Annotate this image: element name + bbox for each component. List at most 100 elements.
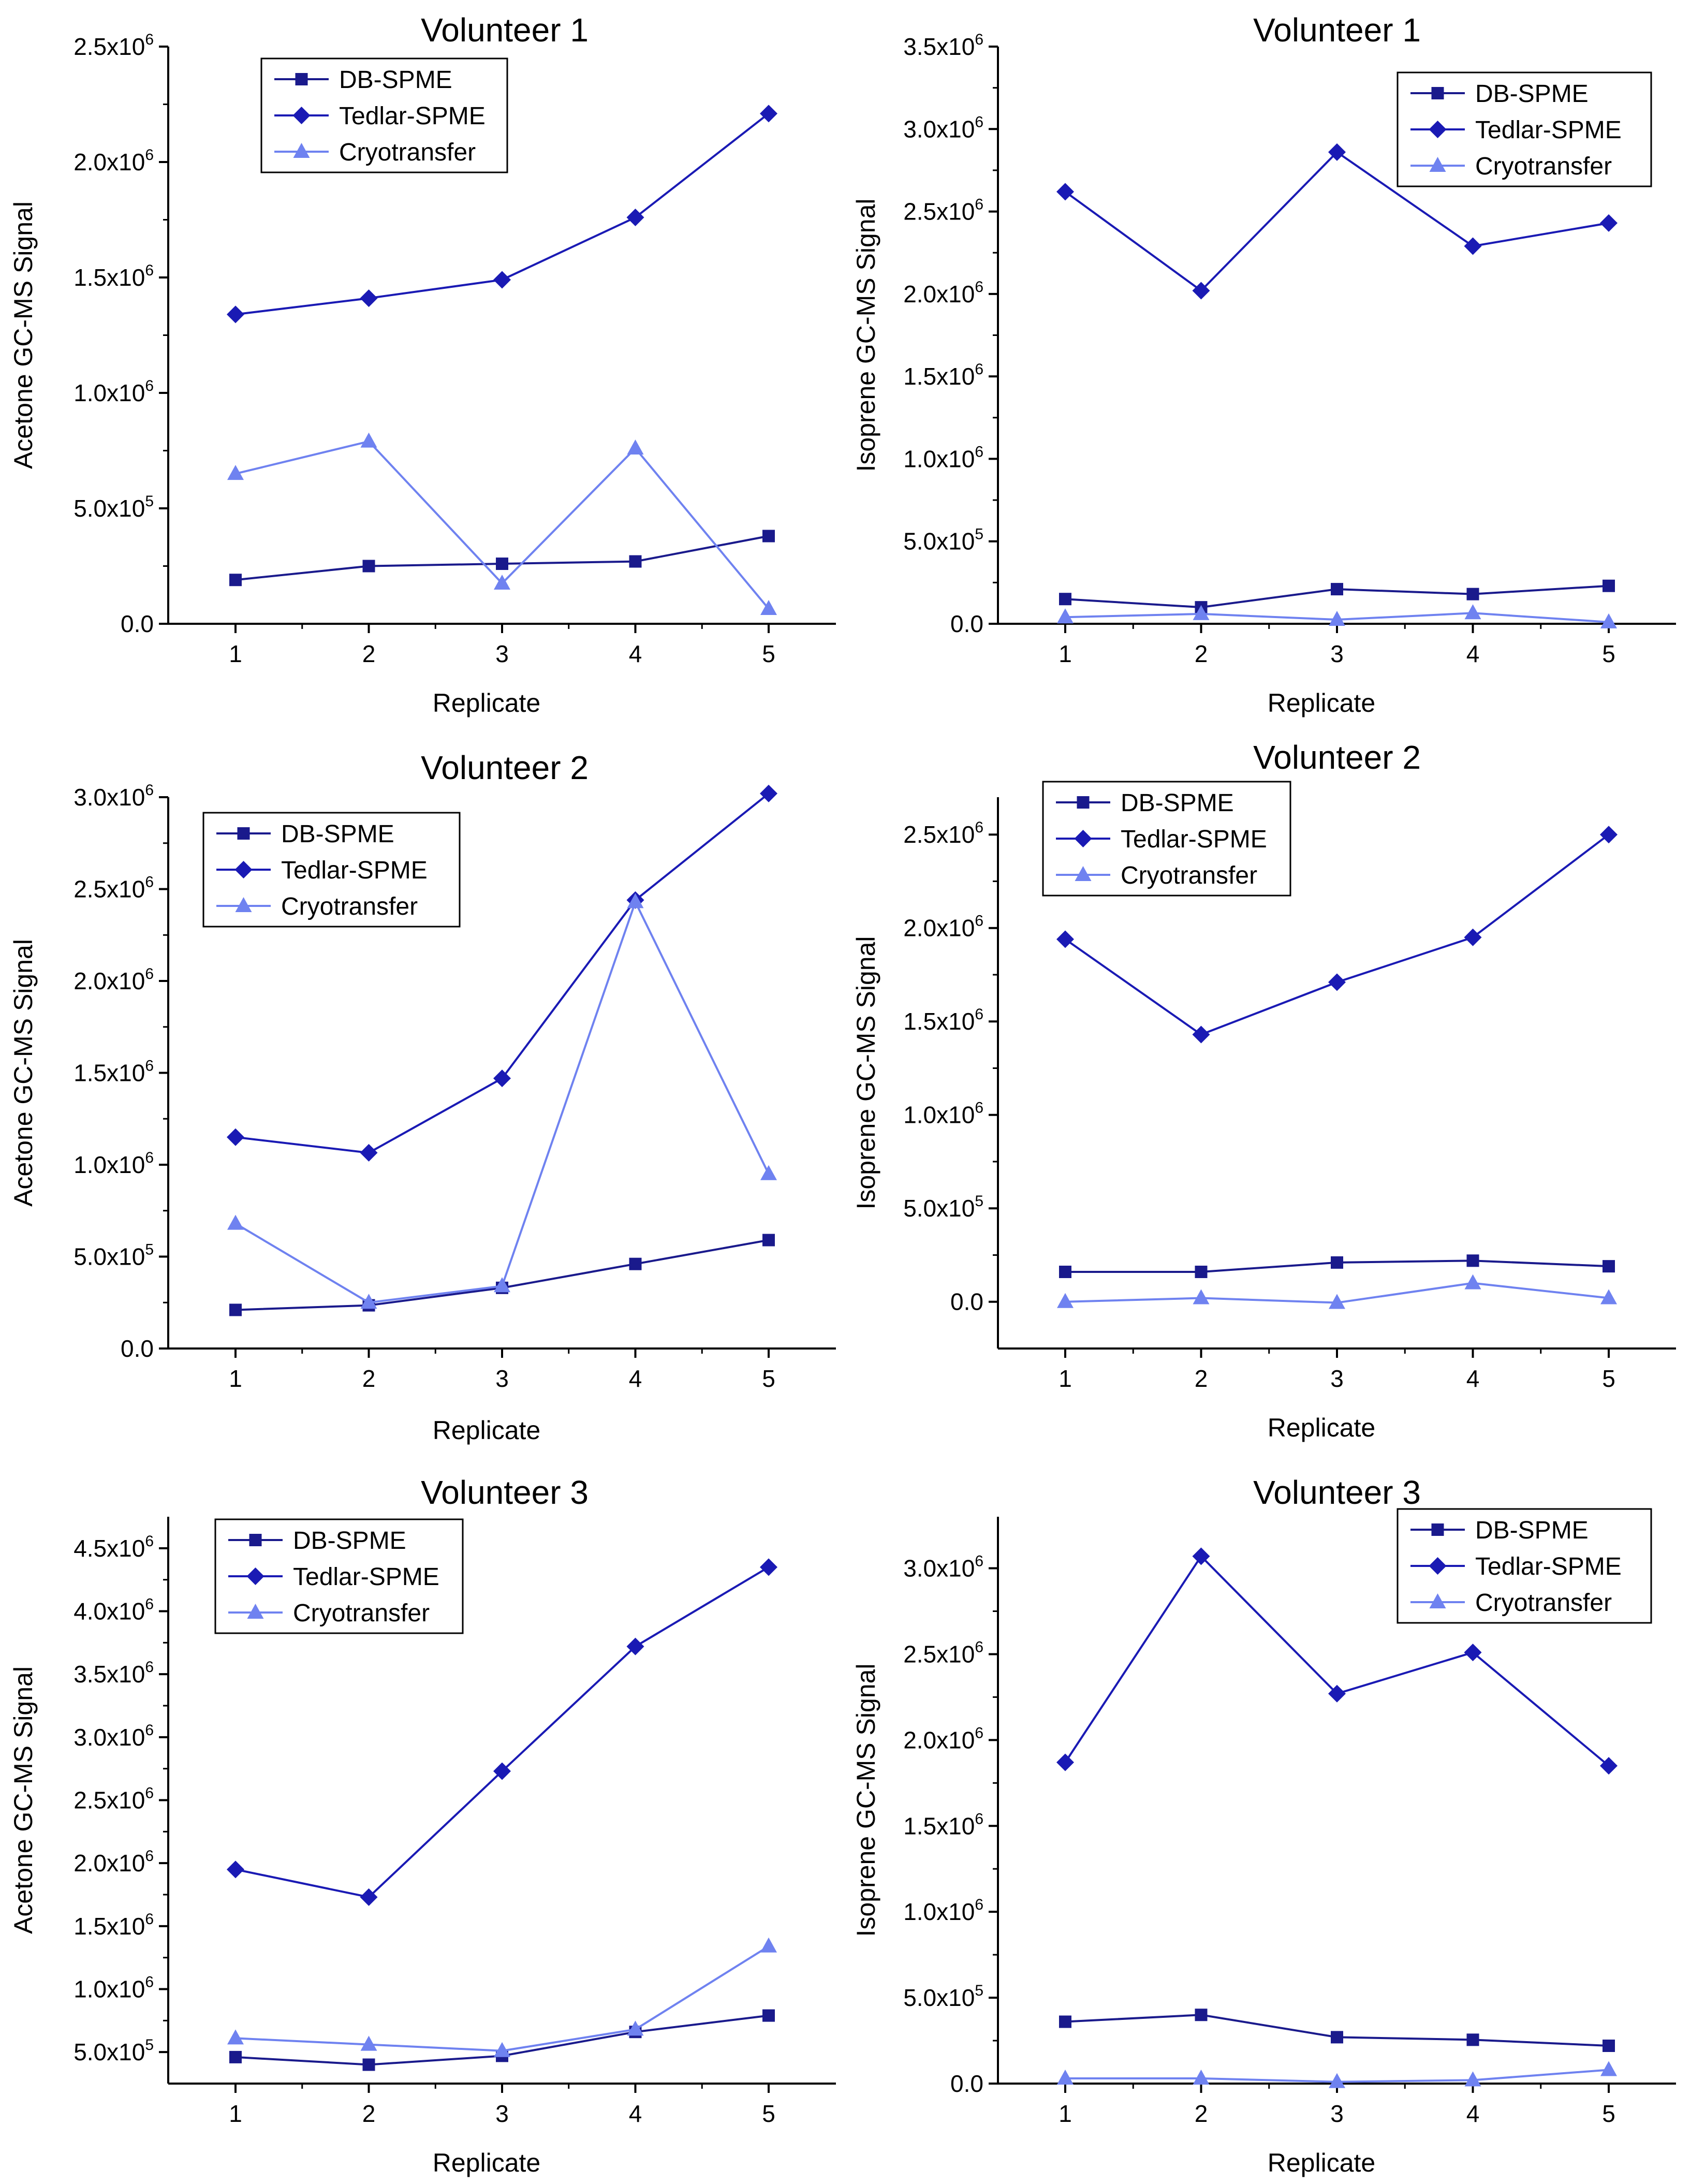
- series-cryotransfer: [1057, 1274, 1617, 1309]
- series-cryotransfer: [1057, 604, 1617, 628]
- data-point-cryotransfer: [627, 2020, 644, 2036]
- series-tedlar-spme: [227, 784, 777, 1162]
- data-point-tedlar-spme: [1328, 973, 1346, 991]
- series-db-spme: [229, 530, 775, 587]
- chart-panel-1: Volunteer 1 0.0 5.0x105 1.0x106 1.5x106 2.0x1…: [9, 11, 836, 717]
- y-tick-label: 1.0x106: [903, 1896, 983, 1925]
- series-cryotransfer: [1057, 2061, 1617, 2088]
- data-point-db-spme: [229, 574, 242, 587]
- x-tick-label: 3: [495, 2100, 509, 2127]
- x-tick-label: 5: [1602, 1365, 1615, 1392]
- y-tick-label: 2.5x106: [74, 874, 154, 903]
- y-axis-label: Acetone GC-MS Signal: [9, 1666, 38, 1934]
- legend-marker-db-spme: [249, 1534, 262, 1546]
- data-point-db-spme: [229, 2050, 242, 2063]
- x-tick-label: 3: [1330, 1365, 1344, 1392]
- chart-title: Volunteer 1: [1253, 11, 1421, 49]
- series-tedlar-spme: [1056, 143, 1618, 300]
- series-db-spme: [229, 2009, 775, 2071]
- y-tick-label: 3.5x106: [74, 1659, 154, 1688]
- legend-label-tedlar-spme: Tedlar-SPME: [281, 857, 428, 884]
- x-axis-label: Replicate: [1268, 2148, 1375, 2177]
- y-tick-label: 1.0x106: [903, 1100, 983, 1128]
- data-point-db-spme: [762, 530, 775, 543]
- series-db-spme: [1059, 579, 1615, 614]
- data-point-cryotransfer: [1193, 605, 1210, 620]
- x-tick-label: 2: [362, 2100, 376, 2127]
- data-point-db-spme: [629, 555, 642, 568]
- x-tick-label: 4: [629, 2100, 642, 2127]
- legend-marker-cryotransfer: [235, 897, 252, 912]
- data-point-tedlar-spme: [760, 1558, 777, 1576]
- x-tick-label: 2: [362, 640, 376, 667]
- data-point-tedlar-spme: [1328, 143, 1346, 161]
- data-point-db-spme: [1059, 1265, 1071, 1278]
- data-point-tedlar-spme: [493, 271, 511, 289]
- data-point-db-spme: [629, 1257, 642, 1270]
- legend: DB-SPME Tedlar-SPME Cryotransfer: [1397, 1508, 1652, 1624]
- legend-label-db-spme: DB-SPME: [339, 66, 452, 94]
- data-point-cryotransfer: [1600, 2061, 1617, 2076]
- y-tick-label: 0.0: [950, 1288, 983, 1315]
- data-point-cryotransfer: [1057, 1293, 1074, 1308]
- x-tick-label: 5: [762, 640, 775, 667]
- y-tick-label: 3.0x106: [903, 1553, 983, 1582]
- data-point-db-spme: [1059, 2015, 1071, 2028]
- data-point-db-spme: [1331, 583, 1343, 596]
- chart-title: Volunteer 2: [421, 749, 589, 786]
- data-point-db-spme: [762, 1234, 775, 1247]
- y-tick-label: 0.0: [950, 2070, 983, 2097]
- data-point-tedlar-spme: [227, 305, 244, 324]
- y-tick-label: 2.0x106: [903, 913, 983, 942]
- y-tick-label: 1.5x106: [74, 1058, 154, 1087]
- data-point-cryotransfer: [1600, 1289, 1617, 1304]
- data-point-cryotransfer: [1464, 604, 1481, 620]
- data-point-tedlar-spme: [760, 784, 777, 802]
- x-axis-label: Replicate: [433, 2148, 540, 2177]
- y-tick-label: 1.0x106: [74, 1149, 154, 1178]
- data-point-tedlar-spme: [626, 209, 644, 227]
- legend-label-db-spme: DB-SPME: [293, 1527, 406, 1555]
- x-tick-label: 5: [1602, 2100, 1615, 2127]
- data-point-tedlar-spme: [1192, 1547, 1210, 1565]
- y-axis-label: Isoprene GC-MS Signal: [851, 198, 880, 472]
- y-tick-label: 2.5x106: [903, 1638, 983, 1667]
- data-point-cryotransfer: [227, 465, 244, 480]
- data-point-db-spme: [1603, 2040, 1615, 2052]
- series-tedlar-spme: [1056, 826, 1618, 1044]
- data-point-db-spme: [1195, 2009, 1208, 2021]
- y-tick-label: 5.0x105: [903, 1982, 983, 2011]
- y-axis-label: Acetone GC-MS Signal: [9, 939, 38, 1207]
- legend-label-db-spme: DB-SPME: [1121, 789, 1234, 817]
- y-tick-label: 1.5x106: [903, 361, 983, 390]
- y-axis-label: Isoprene GC-MS Signal: [851, 1663, 880, 1937]
- y-tick-label: 2.5x106: [74, 1785, 154, 1814]
- series-cryotransfer: [227, 432, 777, 615]
- x-tick-label: 1: [229, 640, 242, 667]
- series-db-spme: [1059, 2009, 1615, 2052]
- data-point-cryotransfer: [360, 432, 377, 448]
- y-tick-label: 2.0x106: [74, 146, 154, 175]
- chart-title: Volunteer 2: [1253, 739, 1421, 776]
- data-point-cryotransfer: [1057, 2070, 1074, 2085]
- legend-marker-db-spme: [295, 73, 308, 85]
- data-point-db-spme: [229, 1303, 242, 1316]
- data-point-db-spme: [1331, 1256, 1343, 1269]
- x-tick-label: 2: [1195, 2100, 1208, 2127]
- y-tick-label: 1.0x106: [74, 377, 154, 406]
- data-point-tedlar-spme: [1600, 826, 1618, 844]
- legend: DB-SPME Tedlar-SPME Cryotransfer: [260, 57, 508, 173]
- data-point-db-spme: [362, 2058, 375, 2071]
- series-db-spme: [1059, 1254, 1615, 1278]
- data-point-tedlar-spme: [360, 1888, 378, 1906]
- chart-panel-6: Volunteer 3 0.0 5.0x105 1.0x106 1.5x106 2.0x1…: [851, 1474, 1676, 2177]
- data-point-tedlar-spme: [1056, 183, 1074, 201]
- x-tick-label: 2: [1195, 640, 1208, 667]
- data-point-db-spme: [362, 560, 375, 573]
- y-tick-label: 5.0x105: [903, 526, 983, 555]
- legend-marker-cryotransfer: [1075, 866, 1092, 881]
- legend-marker-db-spme: [1077, 796, 1090, 809]
- legend: DB-SPME Tedlar-SPME Cryotransfer: [202, 812, 461, 928]
- y-tick-label: 1.0x106: [903, 443, 983, 472]
- legend: DB-SPME Tedlar-SPME Cryotransfer: [214, 1518, 464, 1634]
